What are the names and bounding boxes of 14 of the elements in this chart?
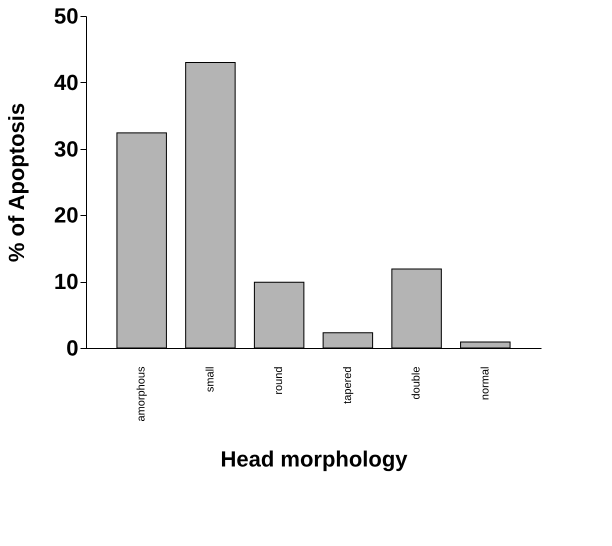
y-tick-label: 50 xyxy=(54,4,78,28)
x-tick-label: round xyxy=(273,366,286,395)
y-tick-label: 20 xyxy=(54,202,78,228)
y-tick-label: 0 xyxy=(66,336,78,360)
x-tick-label: amorphous xyxy=(136,366,148,422)
y-tick-label: 30 xyxy=(54,136,78,162)
y-tick-label: 40 xyxy=(54,70,78,95)
x-tick-label: tapered xyxy=(342,366,354,404)
y-tick-label: 10 xyxy=(54,269,78,294)
x-tick-label: small xyxy=(204,366,216,392)
x-tick-label: double xyxy=(410,366,423,400)
x-axis-title: Head morphology xyxy=(220,446,408,472)
y-axis-title: % of Apoptosis xyxy=(4,102,30,262)
x-tick-label: normal xyxy=(479,366,492,400)
